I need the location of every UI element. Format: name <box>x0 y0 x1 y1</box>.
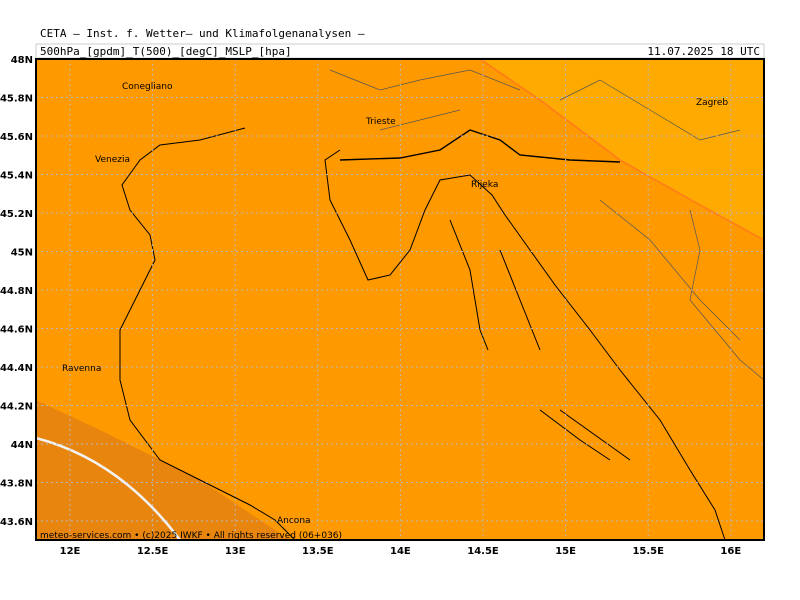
place-label: Rijeka <box>471 180 498 190</box>
lat-label: 45.2N <box>0 209 33 220</box>
lon-label: 14E <box>390 546 411 557</box>
coast-italy <box>119 127 296 541</box>
coast-croatia <box>324 149 726 541</box>
contour-white <box>35 436 181 541</box>
lon-label: 16E <box>720 546 741 557</box>
field-light <box>480 59 764 240</box>
place-label: Ravenna <box>62 364 101 374</box>
place-label: Conegliano <box>122 82 173 92</box>
contour-orange <box>479 58 765 241</box>
lat-label: 44.2N <box>0 402 33 413</box>
place-label: Ancona <box>277 516 311 526</box>
lat-label: 44N <box>11 440 33 451</box>
graticule <box>36 59 764 540</box>
lat-label: 45.8N <box>0 94 33 105</box>
subtitle: 500hPa_[gpdm]_T(500)_[degC]_MSLP_[hpa] <box>40 45 292 58</box>
lat-label: 44.8N <box>0 286 33 297</box>
title: CETA — Inst. f. Wetter— und Klimafolgena… <box>40 27 365 40</box>
field-dark <box>36 400 290 540</box>
valid-time: 11.07.2025 18 UTC <box>647 45 760 58</box>
lon-label: 15E <box>555 546 576 557</box>
borders <box>329 69 765 381</box>
lon-label: 12.5E <box>137 546 169 557</box>
place-label: Venezia <box>95 155 130 165</box>
lon-label: 14.5E <box>467 546 499 557</box>
lat-label: 45.6N <box>0 132 33 143</box>
lat-label: 45N <box>11 248 33 259</box>
place-label: Zagreb <box>696 98 728 108</box>
lat-label: 45.4N <box>0 171 33 182</box>
lat-label: 44.4N <box>0 363 33 374</box>
lon-label: 13E <box>225 546 246 557</box>
map-frame <box>35 58 765 541</box>
lat-label: 43.6N <box>0 517 33 528</box>
lon-label: 15.5E <box>632 546 664 557</box>
islands <box>449 219 631 461</box>
lon-label: 12E <box>60 546 81 557</box>
lat-label: 44.6N <box>0 325 33 336</box>
lat-label: 43.8N <box>0 479 33 490</box>
place-label: Trieste <box>365 117 396 127</box>
lon-label: 13.5E <box>302 546 334 557</box>
lat-label: 48N <box>11 55 33 66</box>
border-main <box>339 129 621 163</box>
map-area <box>35 58 765 541</box>
credit: meteo-services.com • (c)2025 IWKF • All … <box>40 531 342 541</box>
